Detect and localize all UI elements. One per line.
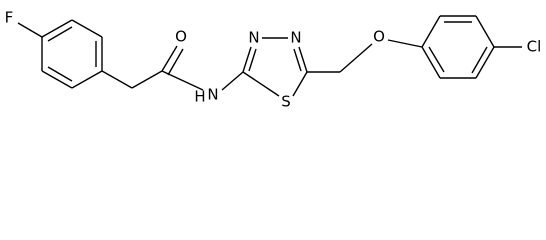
atom-label: O bbox=[175, 28, 187, 46]
bond bbox=[292, 71, 308, 97]
atom-label: N bbox=[248, 29, 259, 47]
bond bbox=[428, 46, 445, 73]
atom-label: S bbox=[281, 93, 291, 111]
bond bbox=[421, 15, 441, 48]
bond bbox=[71, 70, 103, 89]
bond bbox=[101, 70, 133, 89]
bond bbox=[47, 26, 73, 42]
bond bbox=[248, 48, 257, 72]
bond bbox=[161, 45, 178, 72]
bond bbox=[475, 15, 495, 48]
bond bbox=[47, 66, 73, 82]
bond bbox=[298, 46, 308, 73]
bond bbox=[293, 48, 302, 72]
bond bbox=[421, 46, 441, 79]
bond bbox=[471, 46, 488, 74]
bond bbox=[131, 70, 163, 89]
bond bbox=[167, 48, 184, 76]
bonds bbox=[17, 15, 522, 97]
bond bbox=[242, 71, 280, 97]
atom-label: H bbox=[194, 88, 205, 106]
atom-label: N bbox=[207, 86, 218, 104]
bond bbox=[387, 39, 423, 48]
bond bbox=[242, 46, 252, 73]
atom-label: O bbox=[373, 28, 385, 46]
bond bbox=[339, 43, 373, 73]
bond bbox=[41, 70, 73, 89]
bond bbox=[475, 46, 495, 79]
bond bbox=[161, 70, 204, 91]
atom-label: N bbox=[290, 29, 301, 47]
molecule-diagram: F O H N N N S O Cl bbox=[5, 9, 542, 111]
bond bbox=[71, 19, 103, 38]
atom-label: F bbox=[5, 9, 14, 27]
atom-label: Cl bbox=[527, 38, 542, 56]
bond bbox=[41, 19, 73, 38]
bond bbox=[17, 22, 43, 38]
bond bbox=[221, 71, 244, 91]
